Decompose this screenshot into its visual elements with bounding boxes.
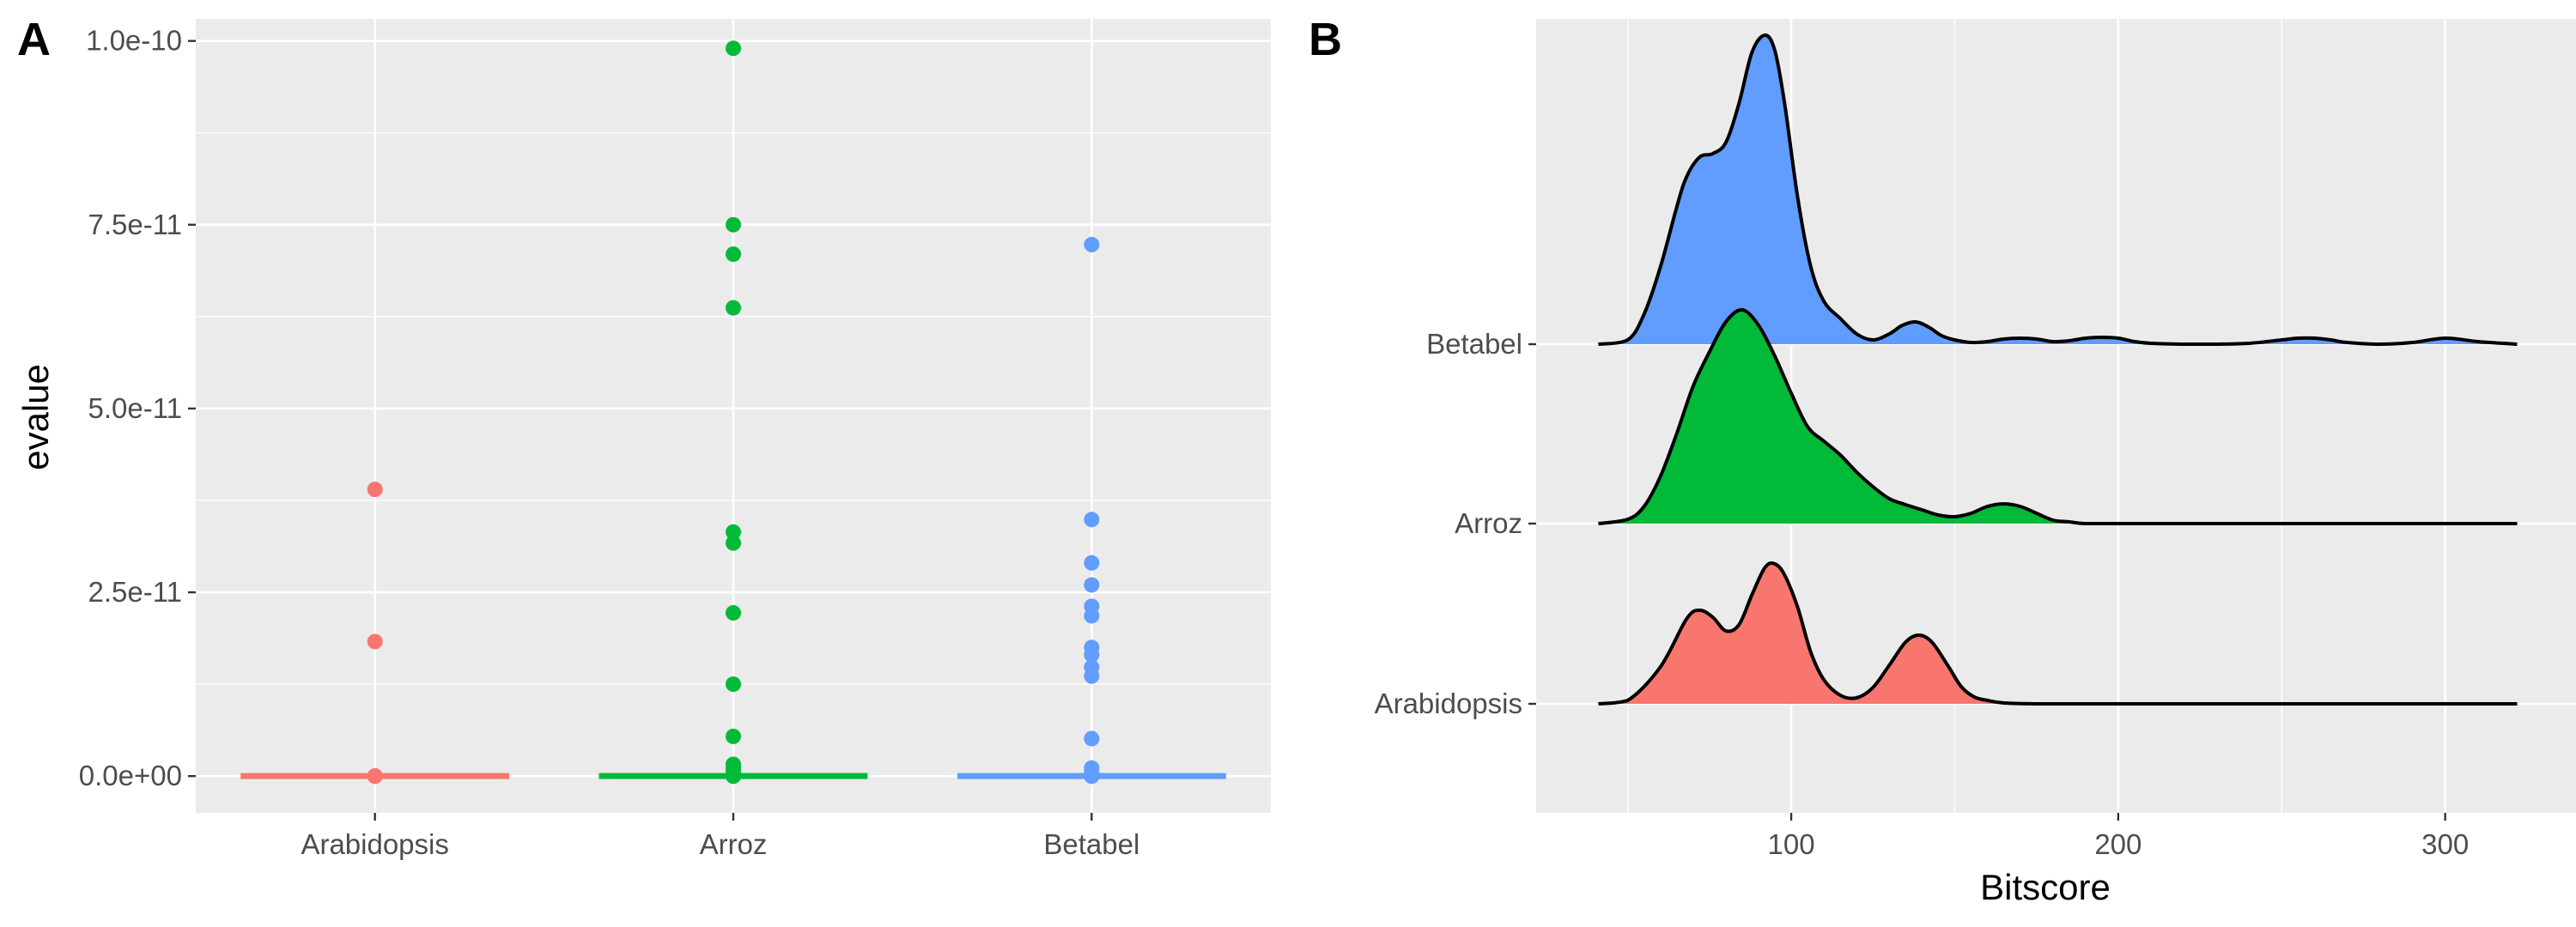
outlier-point — [1084, 512, 1099, 527]
outlier-point — [726, 729, 741, 744]
outlier-point — [1084, 768, 1099, 784]
x-tick-label: 200 — [2094, 828, 2142, 860]
outlier-point — [368, 768, 383, 784]
y-tick-label: 5.0e-11 — [88, 392, 182, 424]
outlier-point — [726, 217, 741, 233]
outlier-point — [726, 605, 741, 621]
outlier-point — [1084, 730, 1099, 746]
y-tick-label: 7.5e-11 — [88, 209, 182, 240]
outlier-point — [726, 246, 741, 262]
y-tick-label: 0.0e+00 — [79, 760, 182, 791]
x-tick-label: Arabidopsis — [301, 828, 448, 860]
outlier-point — [1084, 669, 1099, 684]
outlier-point — [726, 676, 741, 692]
outlier-point — [368, 633, 383, 649]
x-tick-label: Betabel — [1043, 828, 1139, 860]
outlier-point — [726, 536, 741, 551]
outlier-point — [1084, 577, 1099, 592]
outlier-point — [1084, 608, 1099, 623]
panel-b-x-axis: 100 200 300 — [1768, 813, 2470, 860]
x-tick-label: 100 — [1768, 828, 1815, 860]
outlier-point — [1084, 555, 1099, 571]
panel-b-x-axis-title: Bitscore — [1980, 867, 2111, 907]
panel-a-x-axis: Arabidopsis Arroz Betabel — [301, 813, 1139, 860]
x-tick-label: 300 — [2421, 828, 2469, 860]
panel-b-y-axis: Arabidopsis Arroz Betabel — [1375, 328, 1536, 719]
panel-b-label: B — [1309, 14, 1342, 65]
panel-a-boxplot: A 0.0e+00 2.5e-11 5.0e-11 7.5e-11 1.0e-10 Ar… — [15, 14, 1271, 860]
y-tick-label: Betabel — [1426, 328, 1522, 360]
outlier-point — [368, 482, 383, 497]
y-tick-label: 2.5e-11 — [88, 576, 182, 608]
panel-a-y-axis-title: evalue — [15, 364, 56, 470]
outlier-point — [726, 768, 741, 784]
x-tick-label: Arroz — [700, 828, 768, 860]
y-tick-label: Arabidopsis — [1375, 688, 1522, 719]
panel-a-label: A — [17, 14, 51, 65]
panel-a-y-axis: 0.0e+00 2.5e-11 5.0e-11 7.5e-11 1.0e-10 — [79, 25, 196, 791]
y-tick-label: Arroz — [1455, 507, 1522, 539]
panel-b-ridgeline: B Arabidopsis Arroz Betabel 100 200 300 Bits… — [1309, 14, 2576, 907]
outlier-point — [1084, 237, 1099, 252]
y-tick-label: 1.0e-10 — [86, 25, 182, 57]
outlier-point — [726, 40, 741, 56]
outlier-point — [726, 300, 741, 316]
